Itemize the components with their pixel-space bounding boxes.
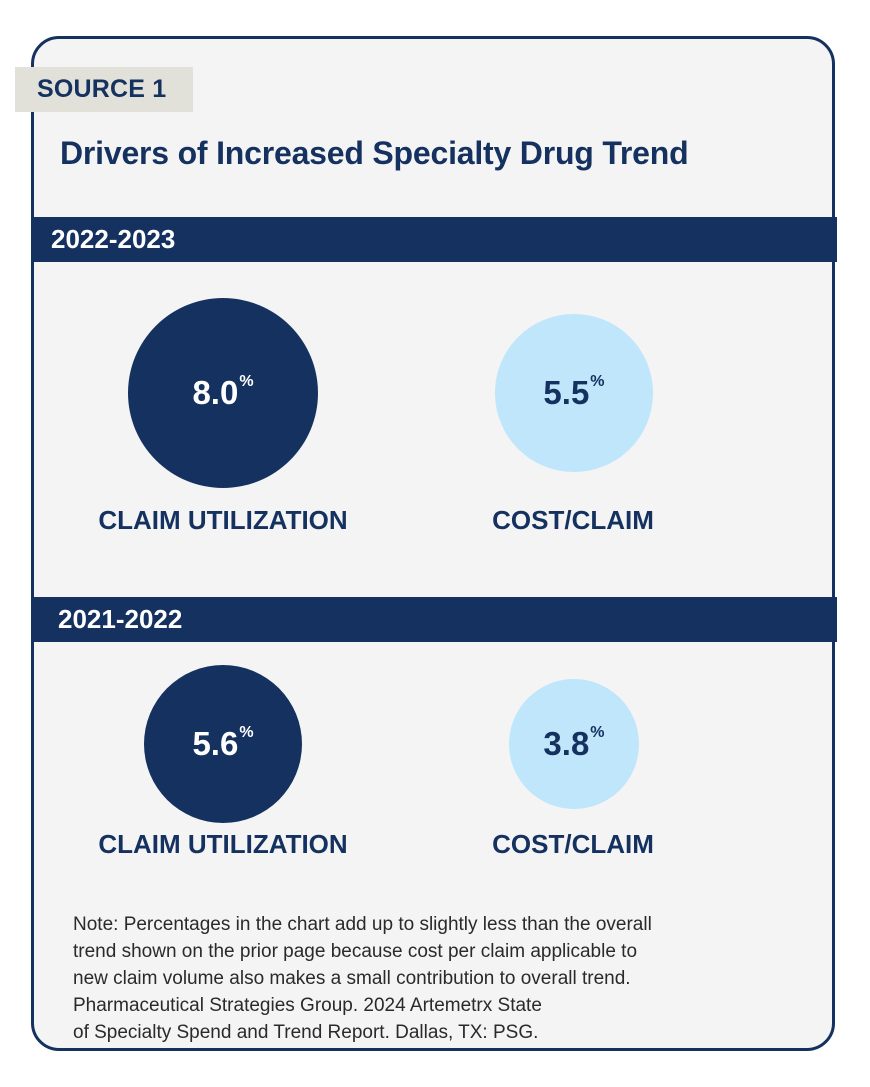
bubble-claim-utilization-2022-2023: 8.0%	[128, 298, 318, 488]
chart-title: Drivers of Increased Specialty Drug Tren…	[60, 135, 689, 171]
note-line: of Specialty Spend and Trend Report. Dal…	[73, 1022, 539, 1043]
bubble-value: 5.6	[192, 724, 239, 762]
label-claim-utilization-2022-2023: CLAIM UTILIZATION	[98, 505, 348, 535]
bubble-cost-per-claim-2021-2022: 3.8%	[508, 678, 640, 810]
period-band-2021-2022: 2021-2022	[31, 597, 837, 642]
bubble-value: 3.8	[543, 724, 590, 762]
chart-card	[31, 36, 835, 1051]
note-line: Note: Percentages in the chart add up to…	[73, 914, 652, 935]
percent-sign: %	[590, 723, 605, 741]
percent-sign: %	[239, 723, 254, 741]
chart-note: Note: Percentages in the chart add up to…	[73, 911, 773, 1046]
source-tag: SOURCE 1	[15, 67, 193, 112]
label-cost-per-claim-2022-2023: COST/CLAIM	[492, 505, 654, 535]
period-band-2022-2023: 2022-2023	[31, 217, 837, 262]
bubble-value: 8.0	[192, 374, 239, 411]
bubble-claim-utilization-2021-2022: 5.6%	[143, 664, 303, 824]
bubble-cost-per-claim-2022-2023: 5.5%	[495, 314, 653, 472]
bubble-value: 5.5	[543, 373, 590, 411]
percent-sign: %	[239, 373, 254, 390]
percent-sign: %	[590, 372, 605, 390]
label-claim-utilization-2021-2022: CLAIM UTILIZATION	[98, 829, 348, 859]
note-line: Pharmaceutical Strategies Group. 2024 Ar…	[73, 995, 542, 1016]
label-cost-per-claim-2021-2022: COST/CLAIM	[492, 829, 654, 859]
note-line: trend shown on the prior page because co…	[73, 941, 638, 962]
note-line: new claim volume also makes a small cont…	[73, 968, 631, 989]
